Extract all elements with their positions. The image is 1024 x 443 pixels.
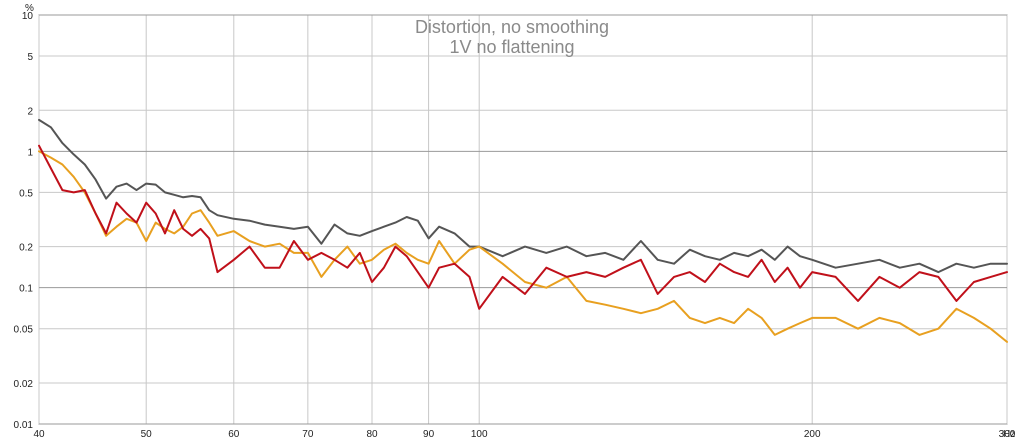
x-tick-label: 80 — [366, 429, 378, 440]
x-tick-label: 50 — [141, 429, 153, 440]
y-tick-label: 2 — [27, 106, 33, 117]
y-tick-label: 0.5 — [19, 188, 33, 199]
x-tick-label: 200 — [804, 429, 821, 440]
y-tick-label: 0.2 — [19, 243, 33, 254]
x-tick-label: 90 — [423, 429, 435, 440]
y-tick-label: 10 — [22, 11, 34, 22]
chart-subtitle: 1V no flattening — [449, 37, 574, 57]
plot-area — [38, 14, 1008, 425]
x-tick-label: 100 — [471, 429, 488, 440]
series-group — [38, 118, 1008, 343]
y-tick-labels: 0.01 0.02 0.05 0.1 0.2 0.5 1 2 5 10 — [14, 11, 34, 431]
x-tick-labels: 40 50 60 70 80 90 100 200 300 — [33, 429, 1015, 440]
y-tick-label: 5 — [27, 52, 33, 63]
chart-title: Distortion, no smoothing — [415, 17, 609, 37]
series-line-3 — [38, 144, 1008, 310]
series-line-1 — [38, 118, 1008, 274]
x-tick-label: 70 — [302, 429, 314, 440]
y-axis-unit: % — [25, 3, 34, 14]
y-tick-label: 0.1 — [19, 284, 33, 295]
x-axis-unit: Hz — [1003, 429, 1015, 440]
y-tick-label: 1 — [27, 147, 33, 158]
x-tick-label: 60 — [228, 429, 240, 440]
series-line-2 — [38, 150, 1008, 343]
y-tick-label: 0.02 — [14, 379, 34, 390]
y-tick-label: 0.01 — [14, 420, 34, 431]
x-tick-label: 300 — [999, 429, 1016, 440]
y-tick-label: 0.05 — [14, 325, 34, 336]
x-tick-label: 40 — [33, 429, 45, 440]
